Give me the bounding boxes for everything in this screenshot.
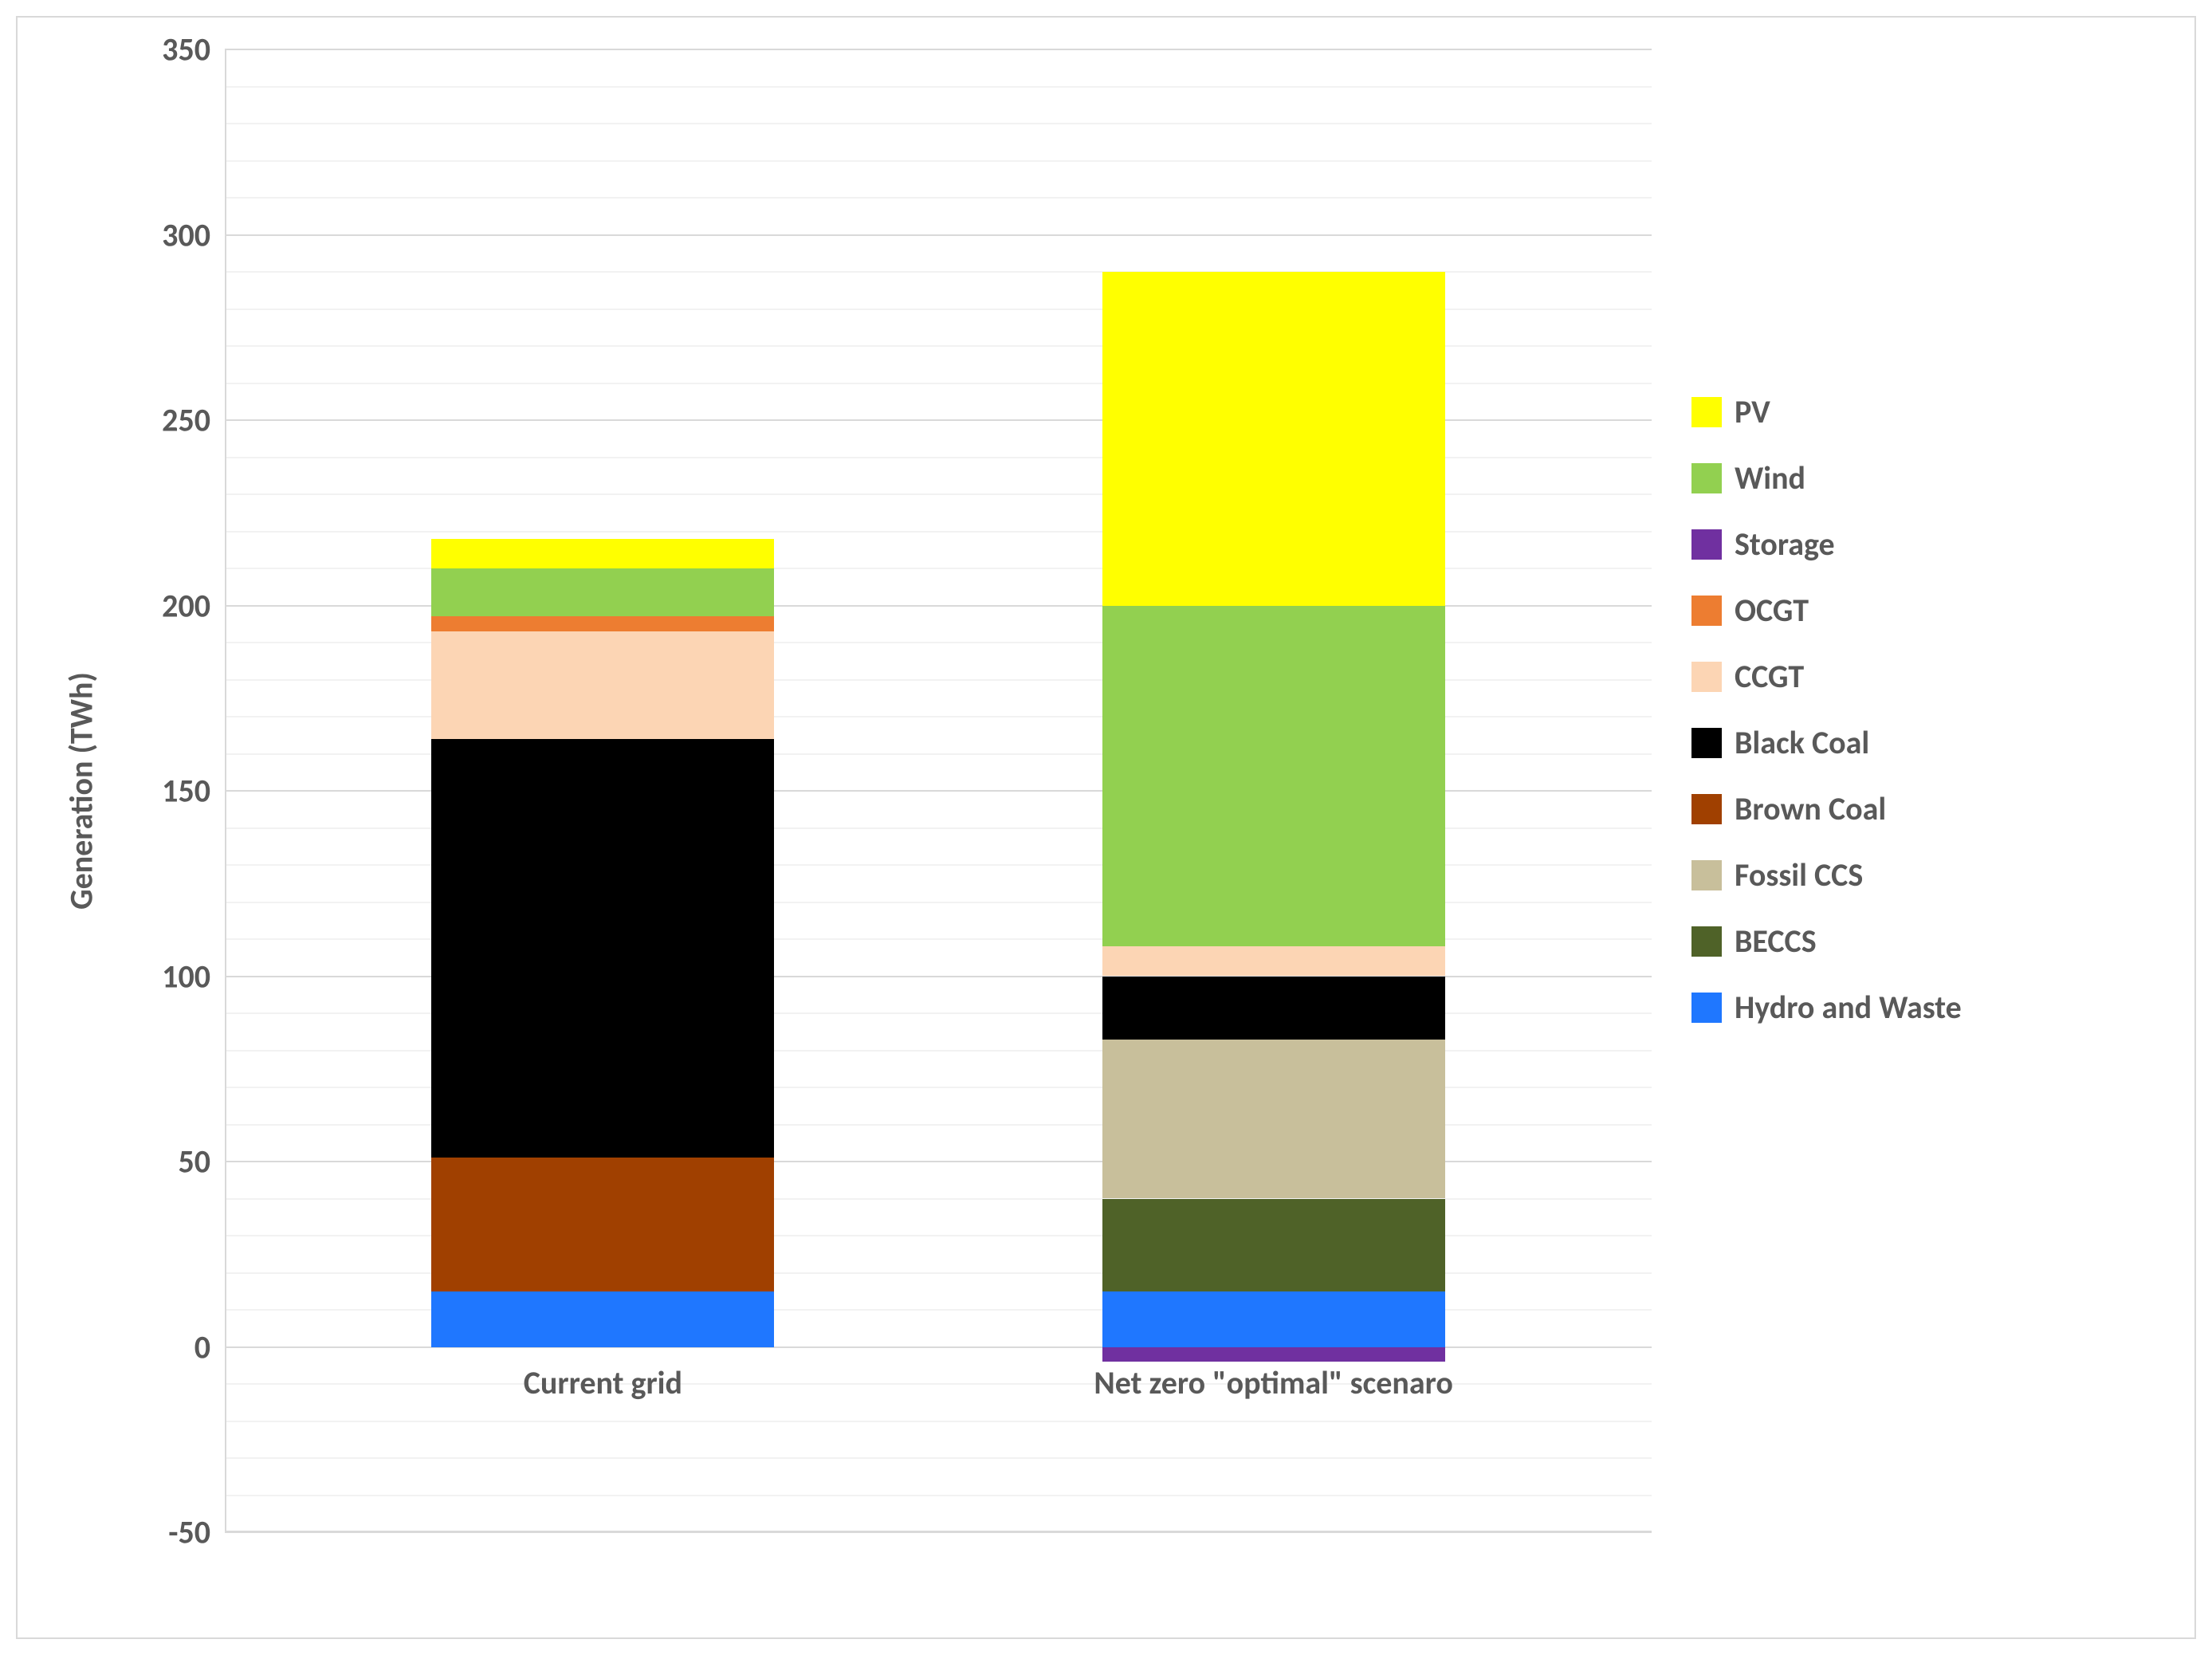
bar-segment	[1102, 1199, 1445, 1291]
bar-segment	[1102, 1040, 1445, 1199]
bar-segment	[1102, 272, 1445, 606]
legend-item: Storage	[1691, 525, 1962, 564]
bar-stack	[431, 49, 774, 1532]
bar-stack	[1102, 49, 1445, 1532]
legend-label: Storage	[1735, 525, 1835, 564]
y-axis-label: Generation (TWh)	[62, 672, 101, 910]
legend-swatch	[1691, 662, 1722, 692]
legend-item: Brown Coal	[1691, 789, 1962, 828]
legend-label: PV	[1735, 392, 1770, 431]
legend-swatch	[1691, 596, 1722, 626]
legend-label: CCGT	[1735, 657, 1804, 696]
legend-item: CCGT	[1691, 657, 1962, 696]
y-tick-label: -50	[168, 1513, 225, 1552]
legend-swatch	[1691, 993, 1722, 1023]
bar-segment	[1102, 1291, 1445, 1347]
legend-label: BECCS	[1735, 922, 1817, 961]
legend-swatch	[1691, 463, 1722, 493]
legend-item: Hydro and Waste	[1691, 988, 1962, 1027]
bar-segment	[1102, 977, 1445, 1040]
legend-item: Fossil CCS	[1691, 855, 1962, 894]
legend-swatch	[1691, 728, 1722, 758]
legend-swatch	[1691, 860, 1722, 890]
y-tick-label: 350	[162, 30, 225, 69]
chart-container: -50 0 50 100 150 200 250 300 350 Current grid Net …	[16, 16, 2196, 1639]
bar-segment	[431, 539, 774, 568]
y-tick-label: 100	[162, 957, 225, 996]
bar-segment	[431, 1158, 774, 1291]
bar-segment	[431, 631, 774, 739]
legend-swatch	[1691, 529, 1722, 560]
legend: PV Wind Storage OCGT CCGT Black Coal Brown Coa…	[1691, 392, 1962, 1054]
plot-area: -50050100150200250300350Current gridNet …	[225, 49, 1652, 1532]
legend-swatch	[1691, 926, 1722, 957]
legend-label: Hydro and Waste	[1735, 988, 1962, 1027]
y-tick-label: 250	[162, 401, 225, 440]
y-tick-label: 50	[178, 1142, 225, 1181]
legend-label: Black Coal	[1735, 723, 1869, 762]
bar-segment	[1102, 606, 1445, 947]
legend-label: Fossil CCS	[1735, 855, 1863, 894]
legend-swatch	[1691, 794, 1722, 824]
legend-item: BECCS	[1691, 922, 1962, 961]
y-tick-label: 200	[162, 586, 225, 625]
legend-swatch	[1691, 397, 1722, 427]
legend-label: OCGT	[1735, 591, 1809, 630]
y-tick-label: 0	[194, 1327, 225, 1366]
legend-label: Brown Coal	[1735, 789, 1886, 828]
legend-item: Wind	[1691, 458, 1962, 497]
y-tick-label: 150	[162, 772, 225, 811]
legend-label: Wind	[1735, 458, 1805, 497]
y-tick-label: 300	[162, 215, 225, 254]
legend-item: PV	[1691, 392, 1962, 431]
bar-segment	[431, 568, 774, 616]
bar-segment	[431, 616, 774, 631]
bar-segment	[1102, 946, 1445, 976]
x-tick-label: Current grid	[524, 1347, 682, 1402]
bar-segment	[431, 1291, 774, 1347]
bar-segment	[431, 739, 774, 1158]
legend-item: Black Coal	[1691, 723, 1962, 762]
legend-item: OCGT	[1691, 591, 1962, 630]
axis-border-left	[225, 49, 226, 1532]
x-tick-label: Net zero "optimal" scenaro	[1094, 1347, 1452, 1402]
